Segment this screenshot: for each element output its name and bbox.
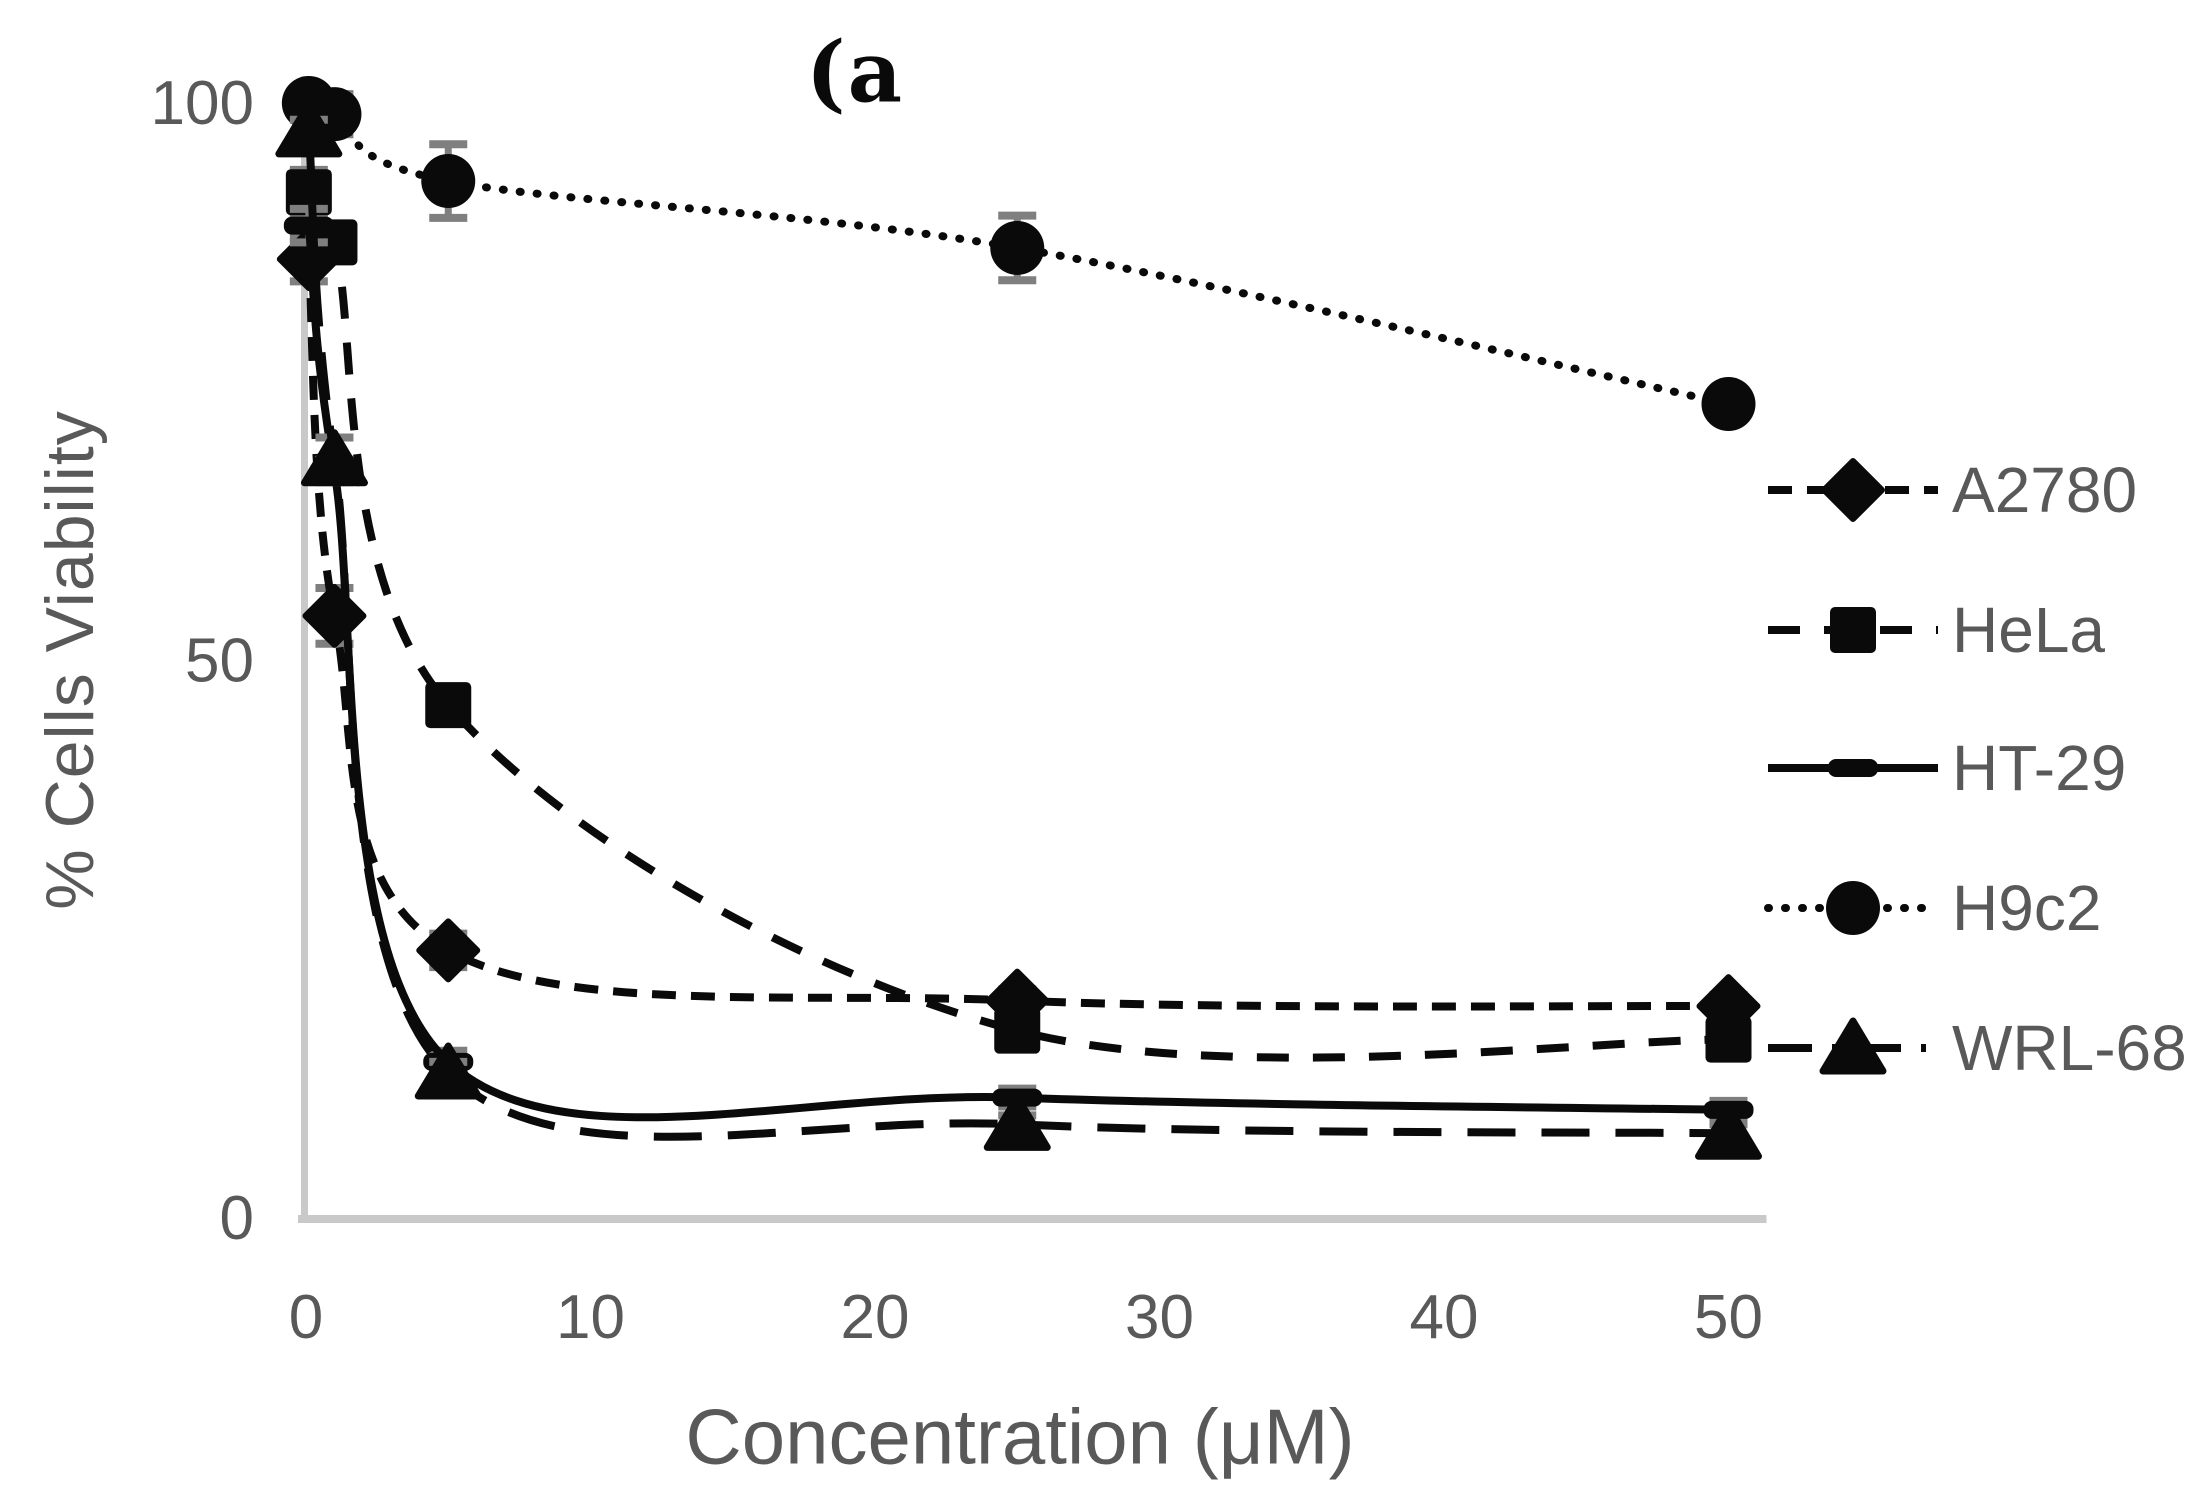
data-point-WRL-68-25uM (983, 1093, 1051, 1151)
x-tick-label-40: 40 (1410, 1283, 1479, 1352)
legend-item-WRL-68: WRL-68 (1768, 1012, 2187, 1084)
legend-marker-dash-square-HT-29 (1828, 759, 1878, 777)
data-point-WRL-68-1uM (300, 429, 368, 487)
data-point-H9c2-25uM (990, 220, 1045, 275)
data-point-A2780-1uM (302, 583, 367, 648)
series-HeLa (285, 165, 1752, 1063)
y-tick-label-50: 50 (185, 627, 254, 696)
data-point-HeLa-25uM (994, 1007, 1041, 1054)
x-axis-title: Concentration (μM) (685, 1392, 1355, 1481)
data-point-H9c2-50uM (1701, 377, 1756, 432)
legend-label-HT-29: HT-29 (1952, 732, 2126, 804)
legend-label-WRL-68: WRL-68 (1952, 1012, 2187, 1084)
series-A2780 (276, 227, 1761, 1039)
legend-item-A2780: A2780 (1768, 454, 2137, 526)
data-point-WRL-68-50uM (1695, 1102, 1762, 1160)
y-tick-label-0: 0 (220, 1184, 254, 1253)
data-point-H9c2-5uM (421, 154, 476, 209)
y-tick-label-100: 100 (151, 69, 254, 138)
legend-label-H9c2: H9c2 (1952, 872, 2101, 944)
legend-item-HeLa: HeLa (1768, 594, 2105, 666)
data-point-HeLa-5uM (425, 682, 472, 729)
legend-marker-circle-H9c2 (1826, 881, 1880, 935)
x-tick-label-0: 0 (289, 1283, 323, 1352)
data-point-HT-29-0.1uM (283, 216, 334, 235)
legend-marker-diamond-A2780 (1821, 458, 1885, 522)
legend-item-H9c2: H9c2 (1764, 872, 2101, 944)
curve-HeLa (305, 184, 1729, 1062)
series-H9c2 (281, 76, 1756, 432)
legend-marker-square-HeLa (1830, 607, 1876, 653)
data-point-A2780-5uM (416, 918, 481, 983)
legend-label-HeLa: HeLa (1952, 594, 2105, 666)
data-point-WRL-68-5uM (414, 1042, 482, 1100)
x-tick-label-10: 10 (556, 1283, 625, 1352)
x-tick-label-20: 20 (841, 1283, 910, 1352)
curve-WRL-68 (304, 130, 1729, 1141)
legend-item-HT-29: HT-29 (1768, 732, 2126, 804)
curve-H9c2 (304, 99, 1733, 409)
data-point-HeLa-50uM (1705, 1016, 1752, 1063)
legend-marker-triangle-WRL-68 (1819, 1017, 1887, 1075)
panel-label: (a (805, 22, 905, 122)
curve-A2780 (304, 258, 1729, 1011)
y-axis-title: % Cells Viability (32, 410, 108, 910)
series-WRL-68 (275, 100, 1762, 1160)
x-tick-label-30: 30 (1125, 1283, 1194, 1352)
legend-label-A2780: A2780 (1952, 454, 2137, 526)
data-point-WRL-68-0.1uM (275, 100, 343, 158)
x-tick-label-50: 50 (1694, 1283, 1763, 1352)
data-point-HeLa-0.1uM (285, 169, 332, 216)
